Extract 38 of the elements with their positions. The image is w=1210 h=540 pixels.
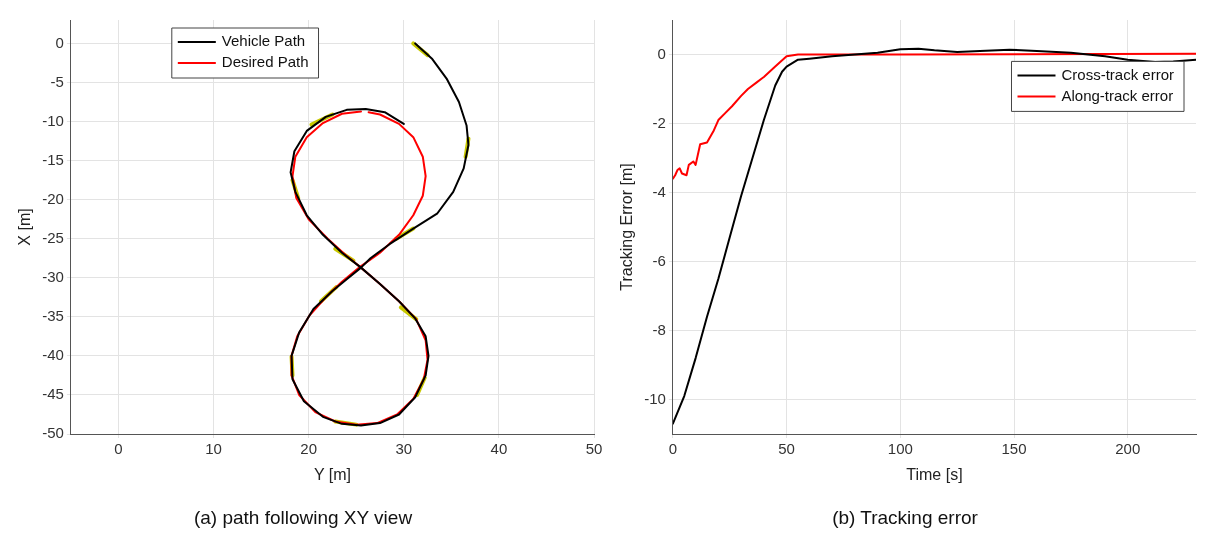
y-tick-label: -15	[42, 150, 64, 168]
y-tick-label: -8	[652, 320, 666, 338]
y-tick-label: -35	[42, 306, 64, 324]
legend-label: Along-track error	[1061, 86, 1174, 104]
x-tick-label: 100	[887, 440, 913, 458]
x-tick-label: 40	[490, 440, 508, 458]
y-tick-label: 0	[55, 33, 64, 51]
x-axis-title: Y [m]	[313, 466, 351, 484]
x-tick-label: 0	[668, 440, 678, 458]
legend-label: Cross-track error	[1061, 65, 1175, 83]
text: (b) Tracking error	[832, 506, 979, 528]
y-tick-label: -10	[42, 111, 64, 129]
legend-label: Desired Path	[221, 53, 309, 71]
x-tick-label: 50	[778, 440, 795, 458]
x-tick-label: 20	[300, 440, 318, 458]
x-tick-label: 150	[1001, 440, 1027, 458]
y-tick-label: -45	[42, 385, 64, 403]
y-axis-title: X [m]	[16, 208, 34, 246]
x-tick-label: 0	[114, 440, 123, 458]
x-tick-label: 10	[205, 440, 222, 458]
y-tick-label: -4	[652, 182, 666, 200]
y-tick-label: 0	[657, 44, 666, 62]
y-axis-title: Tracking Error [m]	[618, 163, 636, 291]
y-tick-label: -20	[42, 189, 64, 207]
y-tick-label: -25	[42, 228, 64, 246]
y-tick-label: -40	[42, 346, 64, 364]
text: (a) path following XY view	[193, 506, 413, 528]
x-axis-title: Time [s]	[906, 466, 963, 484]
y-tick-label: -5	[50, 72, 64, 90]
y-tick-label: -10	[644, 389, 666, 407]
legend-label: Vehicle Path	[221, 32, 306, 50]
y-tick-label: -50	[42, 424, 64, 442]
y-tick-label: -6	[652, 251, 666, 269]
y-tick-label: -30	[42, 267, 64, 285]
y-tick-label: -2	[652, 113, 666, 131]
x-tick-label: 200	[1115, 440, 1141, 458]
x-tick-label: 50	[585, 440, 603, 458]
x-tick-label: 30	[395, 440, 413, 458]
